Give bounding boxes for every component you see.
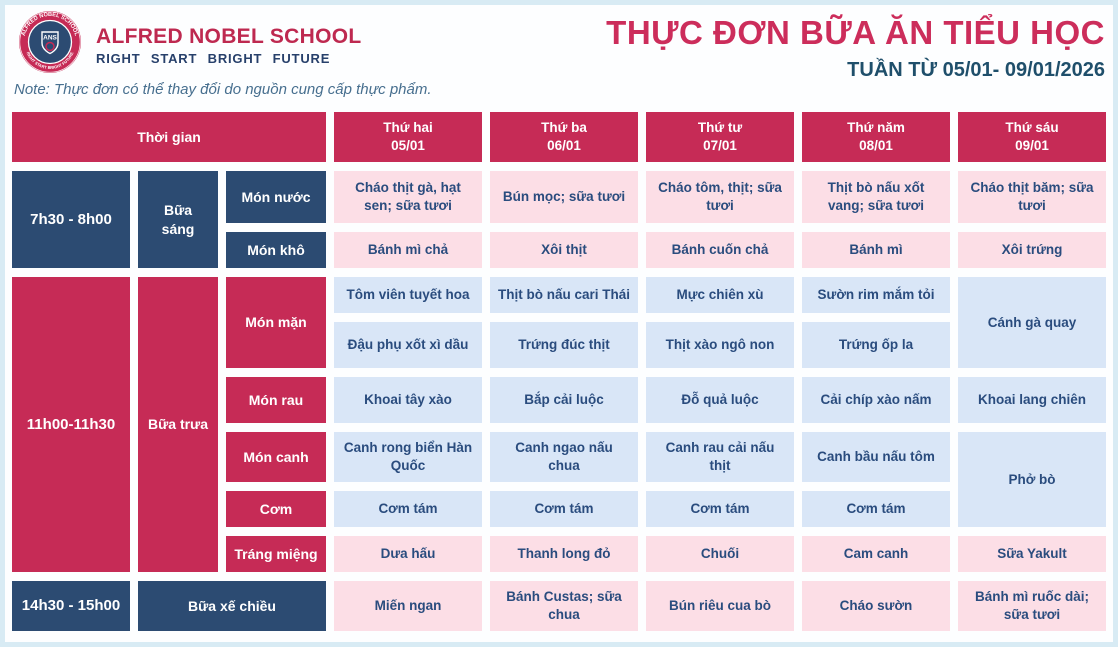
day-header-friday: Thứ sáu 09/01 [958, 112, 1106, 162]
menu-table: Thời gian Thứ hai 05/01 Thứ ba 06/01 Thứ… [12, 112, 1106, 631]
day-name: Thứ sáu [1005, 119, 1059, 135]
menu-cell: Sữa Yakult [958, 536, 1106, 572]
breakfast-time: 7h30 - 8h00 [12, 171, 130, 268]
day-header-tuesday: Thứ ba 06/01 [490, 112, 638, 162]
day-date: 08/01 [859, 138, 893, 153]
menu-cell: Trứng đúc thịt [490, 322, 638, 368]
menu-cell: Thịt bò nấu cari Thái [490, 277, 638, 313]
menu-cell: Bún mọc; sữa tươi [490, 171, 638, 223]
menu-cell: Bánh mì chả [334, 232, 482, 268]
menu-cell: Canh rau cải nấu thịt [646, 432, 794, 482]
brand-text: ALFRED NOBEL SCHOOL RIGHT START BRIGHT F… [96, 25, 361, 67]
menu-cell: Miến ngan [334, 581, 482, 631]
afternoon-time: 14h30 - 15h00 [12, 581, 130, 631]
menu-cell: Canh rong biển Hàn Quốc [334, 432, 482, 482]
category-label-trang-mieng: Tráng miệng [226, 536, 326, 572]
menu-cell: Canh bầu nấu tôm [802, 432, 950, 482]
day-date: 09/01 [1015, 138, 1049, 153]
menu-cell: Thịt bò nấu xốt vang; sữa tươi [802, 171, 950, 223]
menu-cell: Cháo thịt băm; sữa tươi [958, 171, 1106, 223]
category-label-com: Cơm [226, 491, 326, 527]
menu-cell: Cháo sườn [802, 581, 950, 631]
breakfast-meal-label: Bữa sáng [138, 171, 218, 268]
day-name: Thứ năm [847, 119, 905, 135]
menu-cell: Cơm tám [490, 491, 638, 527]
menu-cell-span: Cánh gà quay [958, 277, 1106, 368]
menu-cell: Mực chiên xù [646, 277, 794, 313]
menu-cell: Canh ngao nấu chua [490, 432, 638, 482]
day-name: Thứ tư [697, 119, 743, 135]
menu-cell: Khoai tây xào [334, 377, 482, 423]
menu-cell: Dưa hấu [334, 536, 482, 572]
menu-cell: Đậu phụ xốt xì dầu [334, 322, 482, 368]
day-date: 05/01 [391, 138, 425, 153]
menu-cell: Cam canh [802, 536, 950, 572]
lunch-meal-label: Bữa trưa [138, 277, 218, 572]
logo-monogram: ANS [43, 35, 57, 42]
menu-cell: Bắp cải luộc [490, 377, 638, 423]
school-name: ALFRED NOBEL SCHOOL [96, 25, 362, 48]
category-label-mon-man: Món mặn [226, 277, 326, 368]
category-label-mon-canh: Món canh [226, 432, 326, 482]
day-header-monday: Thứ hai 05/01 [334, 112, 482, 162]
menu-cell: Chuối [646, 536, 794, 572]
menu-cell: Tôm viên tuyết hoa [334, 277, 482, 313]
category-label-mon-kho: Món khô [226, 232, 326, 268]
menu-cell: Trứng ốp la [802, 322, 950, 368]
school-logo-icon: ALFRED NOBEL SCHOOL RIGHT START BRIGHT F… [19, 11, 81, 73]
page-title: THỰC ĐƠN BỮA ĂN TIỂU HỌC [606, 14, 1105, 51]
category-label-mon-rau: Món rau [226, 377, 326, 423]
day-date: 06/01 [547, 138, 581, 153]
menu-cell: Cơm tám [646, 491, 794, 527]
menu-cell: Xôi thịt [490, 232, 638, 268]
menu-cell: Bánh Custas; sữa chua [490, 581, 638, 631]
menu-cell: Thịt xào ngô non [646, 322, 794, 368]
menu-cell: Bánh mì ruốc dài; sữa tươi [958, 581, 1106, 631]
menu-cell: Cháo thịt gà, hạt sen; sữa tươi [334, 171, 482, 223]
menu-cell: Bún riêu cua bò [646, 581, 794, 631]
menu-cell: Bánh mì [802, 232, 950, 268]
menu-cell: Sườn rim mắm tỏi [802, 277, 950, 313]
afternoon-meal-label: Bữa xế chiều [138, 581, 326, 631]
menu-cell: Thanh long đỏ [490, 536, 638, 572]
week-subtitle: TUẦN TỪ 05/01- 09/01/2026 [847, 59, 1105, 81]
school-tagline: RIGHT START BRIGHT FUTURE [96, 51, 331, 67]
time-column-header: Thời gian [12, 112, 326, 162]
menu-cell: Đỗ quả luộc [646, 377, 794, 423]
menu-cell: Cơm tám [334, 491, 482, 527]
menu-cell: Bánh cuốn chả [646, 232, 794, 268]
category-label-mon-nuoc: Món nước [226, 171, 326, 223]
menu-cell-span: Phở bò [958, 432, 1106, 527]
day-name: Thứ hai [383, 119, 433, 135]
day-header-wednesday: Thứ tư 07/01 [646, 112, 794, 162]
menu-cell: Xôi trứng [958, 232, 1106, 268]
menu-cell: Khoai lang chiên [958, 377, 1106, 423]
lunch-time: 11h00-11h30 [12, 277, 130, 572]
day-name: Thứ ba [541, 119, 587, 135]
menu-cell: Cải chíp xào nấm [802, 377, 950, 423]
day-header-thursday: Thứ năm 08/01 [802, 112, 950, 162]
menu-cell: Cháo tôm, thịt; sữa tươi [646, 171, 794, 223]
note-text: Note: Thực đơn có thể thay đổi do nguồn … [14, 81, 432, 98]
menu-cell: Cơm tám [802, 491, 950, 527]
day-date: 07/01 [703, 138, 737, 153]
